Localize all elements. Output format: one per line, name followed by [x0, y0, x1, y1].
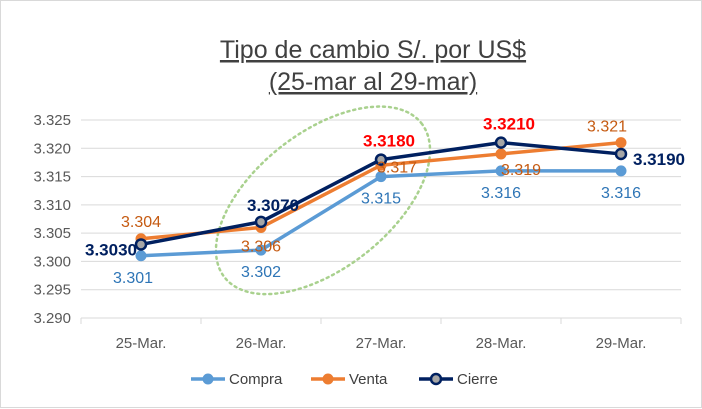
data-point-cierre [614, 147, 628, 161]
data-label-venta: 3.306 [241, 238, 281, 255]
series-line-compra [139, 169, 623, 258]
data-label-compra: 3.315 [361, 191, 401, 208]
data-label-cierre: 3.3030 [85, 240, 137, 259]
data-label-venta: 3.319 [501, 162, 541, 179]
data-label-cierre: 3.3180 [363, 132, 415, 151]
chart-title-line2: (25-mar al 29-mar) [269, 68, 477, 96]
legend-marker [429, 372, 443, 386]
legend-item-cierre: Cierre [419, 371, 498, 388]
data-point-compra [615, 165, 627, 177]
data-point-compra [495, 165, 507, 177]
legend-item-compra: Compra [191, 371, 283, 388]
y-tick-label: 3.325 [33, 112, 71, 129]
y-tick-label: 3.300 [33, 253, 71, 270]
x-tick-label: 29-Mar. [596, 335, 647, 352]
x-tick-label: 28-Mar. [476, 335, 527, 352]
legend-marker [322, 373, 334, 385]
data-label-compra: 3.316 [481, 185, 521, 202]
x-tick-label: 26-Mar. [236, 335, 287, 352]
y-tick-label: 3.290 [33, 310, 71, 327]
data-label-venta: 3.304 [121, 214, 161, 231]
data-point-venta [495, 148, 507, 160]
data-point-cierre [374, 153, 388, 166]
legend-label: Cierre [457, 371, 498, 388]
legend-label: Compra [229, 371, 283, 388]
data-point-cierre [134, 238, 148, 251]
data-point-cierre [494, 136, 508, 149]
data-label-cierre: 3.3190 [633, 150, 685, 169]
data-label-cierre: 3.3070 [247, 196, 299, 215]
x-tick-label: 25-Mar. [116, 335, 167, 352]
data-label-compra: 3.301 [113, 270, 153, 287]
y-tick-label: 3.310 [33, 197, 71, 214]
data-label-cierre: 3.3210 [483, 115, 535, 134]
x-tick-label: 27-Mar. [356, 335, 407, 352]
y-tick-label: 3.320 [33, 140, 71, 157]
data-point-venta [615, 137, 627, 149]
data-point-cierre [254, 215, 268, 229]
y-tick-label: 3.315 [33, 169, 71, 186]
y-tick-label: 3.295 [33, 282, 71, 299]
data-label-compra: 3.316 [601, 185, 641, 202]
chart-title-line1: Tipo de cambio S/. por US$ [220, 36, 526, 64]
data-label-venta: 3.321 [587, 119, 627, 136]
y-tick-label: 3.305 [33, 225, 71, 242]
data-point-compra [255, 244, 267, 256]
legend-item-venta: Venta [311, 371, 388, 388]
data-point-compra [135, 250, 147, 262]
dotted-ellipse-annotation [214, 105, 432, 296]
legend-label: Venta [349, 371, 388, 388]
data-label-venta: 3.317 [377, 159, 417, 176]
data-point-compra [375, 171, 387, 183]
legend-marker [202, 373, 214, 385]
data-label-compra: 3.302 [241, 264, 281, 281]
